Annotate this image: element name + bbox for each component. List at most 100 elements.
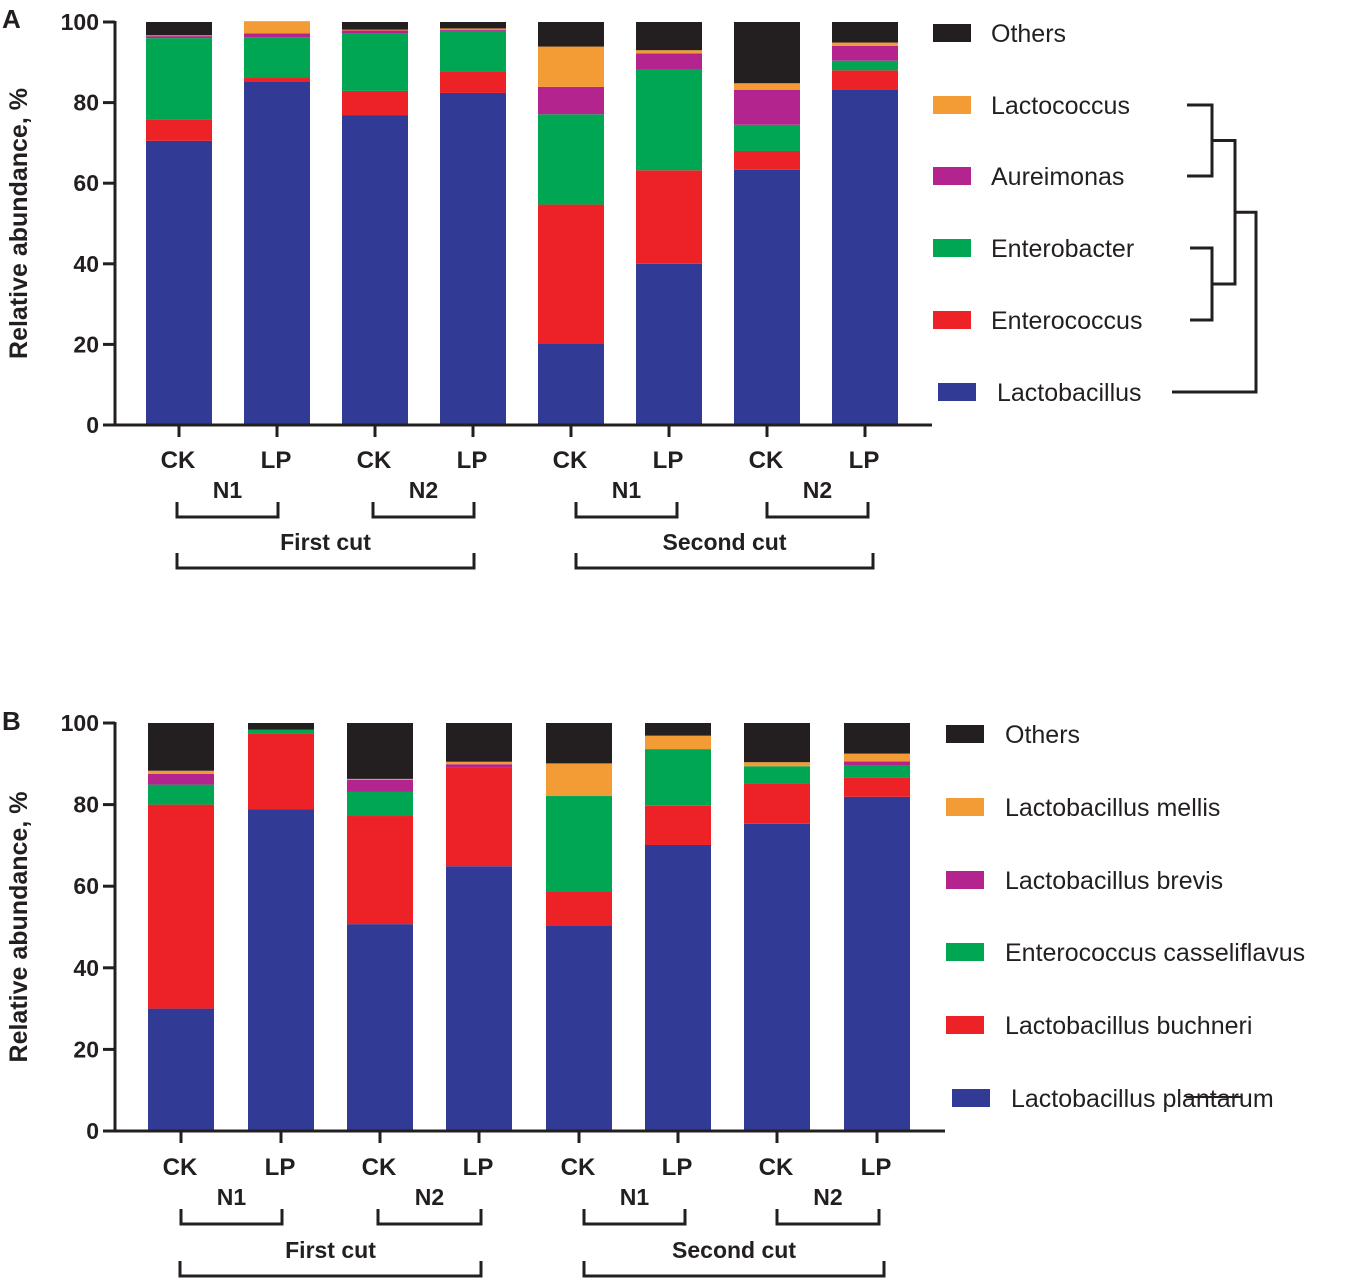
bar-segment bbox=[347, 779, 413, 792]
y-tick-label: 100 bbox=[61, 9, 99, 35]
chart-panel-a: A Relative abundance, % 0 20 40 60 80 100 CK LP CK… bbox=[2, 4, 1258, 570]
legend-label: Enterobacter bbox=[991, 235, 1134, 263]
bar-segment bbox=[744, 783, 810, 824]
bars bbox=[146, 21, 898, 426]
bar-segment bbox=[248, 733, 314, 810]
bar-segment bbox=[844, 761, 910, 766]
x-tick-label: LP bbox=[849, 447, 880, 474]
bar-segment bbox=[744, 762, 810, 767]
legend-swatch bbox=[933, 96, 971, 114]
dendrogram-branch bbox=[1190, 246, 1214, 322]
bar-segment bbox=[546, 925, 612, 1131]
legend-swatch bbox=[946, 871, 984, 889]
y-tick-label: 0 bbox=[86, 412, 99, 438]
x-tick-label: LP bbox=[265, 1154, 296, 1181]
bar-segment bbox=[146, 140, 212, 425]
bar-segment bbox=[347, 723, 413, 779]
bar-segment bbox=[636, 263, 702, 425]
bar-segment bbox=[844, 753, 910, 762]
bar-segment bbox=[538, 46, 604, 87]
nitrogen-bracket bbox=[574, 502, 679, 519]
bar-segment bbox=[744, 823, 810, 1131]
nitrogen-bracket bbox=[775, 1209, 881, 1226]
bar-segment bbox=[440, 71, 506, 93]
y-tick-label: 20 bbox=[73, 331, 99, 357]
y-tick-label: 20 bbox=[73, 1036, 99, 1062]
bar-segment bbox=[347, 791, 413, 817]
bar-segment bbox=[832, 42, 898, 46]
x-tick-label: LP bbox=[463, 1154, 494, 1181]
x-tick-label: LP bbox=[261, 447, 292, 474]
legend-label: Lactobacillus brevis bbox=[1005, 867, 1223, 895]
bar-segment bbox=[342, 90, 408, 116]
x-tick-label: LP bbox=[653, 447, 684, 474]
bar-segment bbox=[148, 723, 214, 771]
legend-swatch bbox=[938, 383, 976, 401]
bar-segment bbox=[446, 767, 512, 867]
bar-segment bbox=[636, 53, 702, 70]
bar-segment bbox=[440, 92, 506, 425]
bar-segment bbox=[244, 21, 310, 34]
cut-group-label: First cut bbox=[280, 529, 371, 555]
legend-swatch bbox=[933, 239, 971, 257]
cut-bracket bbox=[178, 1261, 483, 1278]
legend-label: Lactobacillus mellis bbox=[1005, 794, 1220, 822]
nitrogen-bracket bbox=[765, 502, 870, 519]
nitrogen-group-label: N2 bbox=[813, 1184, 842, 1210]
bar-segment bbox=[146, 35, 212, 37]
y-tick-label: 60 bbox=[73, 170, 99, 196]
nitrogen-group-label: N1 bbox=[612, 477, 642, 503]
bar-segment bbox=[446, 764, 512, 768]
bar-segment bbox=[342, 115, 408, 425]
group-brackets bbox=[175, 502, 875, 570]
bar-segment bbox=[636, 69, 702, 171]
bar-segment bbox=[446, 723, 512, 762]
bar-segment bbox=[734, 22, 800, 84]
chart-panel-b: B Relative abundance, % 0 20 40 60 80 100 CK LP CK… bbox=[2, 706, 1305, 1278]
x-tick-label: CK bbox=[561, 1154, 596, 1181]
nitrogen-group-label: N1 bbox=[213, 477, 243, 503]
x-tick-label: CK bbox=[362, 1154, 397, 1181]
y-tick-label: 80 bbox=[73, 792, 99, 818]
bar-segment bbox=[244, 33, 310, 38]
legend-swatch bbox=[946, 798, 984, 816]
bar-segment bbox=[347, 816, 413, 925]
legend-label: Enterococcus bbox=[991, 307, 1142, 335]
x-tick-label: CK bbox=[357, 447, 392, 474]
y-tick-label: 60 bbox=[73, 873, 99, 899]
legend-swatch bbox=[933, 167, 971, 185]
bar-segment bbox=[636, 50, 702, 54]
bar-segment bbox=[446, 761, 512, 765]
bar-segment bbox=[440, 28, 506, 30]
bar-segment bbox=[832, 89, 898, 426]
bar-segment bbox=[248, 809, 314, 1131]
bar-segment bbox=[538, 22, 604, 47]
bar-segment bbox=[148, 774, 214, 785]
legend-swatch bbox=[946, 943, 984, 961]
bars bbox=[148, 723, 910, 1131]
dendrogram-branch bbox=[1212, 139, 1237, 286]
nitrogen-group-label: N1 bbox=[620, 1184, 650, 1210]
bar-segment bbox=[744, 723, 810, 763]
legend-label: Lactobacillus plantarum bbox=[1011, 1085, 1274, 1113]
bar-segment bbox=[538, 114, 604, 205]
bar-segment bbox=[645, 723, 711, 736]
legend-swatch bbox=[952, 1089, 990, 1107]
bar-segment bbox=[244, 81, 310, 425]
x-tick-label: CK bbox=[749, 447, 784, 474]
bar-segment bbox=[244, 78, 310, 82]
axes bbox=[103, 721, 945, 1143]
legend-dendrogram bbox=[1172, 103, 1258, 394]
legend-swatch bbox=[933, 24, 971, 42]
bar-segment bbox=[645, 735, 711, 750]
legend-label: Lactobacillus bbox=[997, 379, 1142, 407]
x-tick-label: CK bbox=[553, 447, 588, 474]
nitrogen-bracket bbox=[175, 502, 280, 519]
x-tick-label: LP bbox=[457, 447, 488, 474]
cut-group-label: Second cut bbox=[672, 1237, 796, 1263]
cut-bracket bbox=[175, 553, 476, 570]
bar-segment bbox=[546, 723, 612, 764]
dendrogram-branch bbox=[1187, 103, 1214, 178]
x-tick-label: CK bbox=[759, 1154, 794, 1181]
bar-segment bbox=[645, 805, 711, 845]
